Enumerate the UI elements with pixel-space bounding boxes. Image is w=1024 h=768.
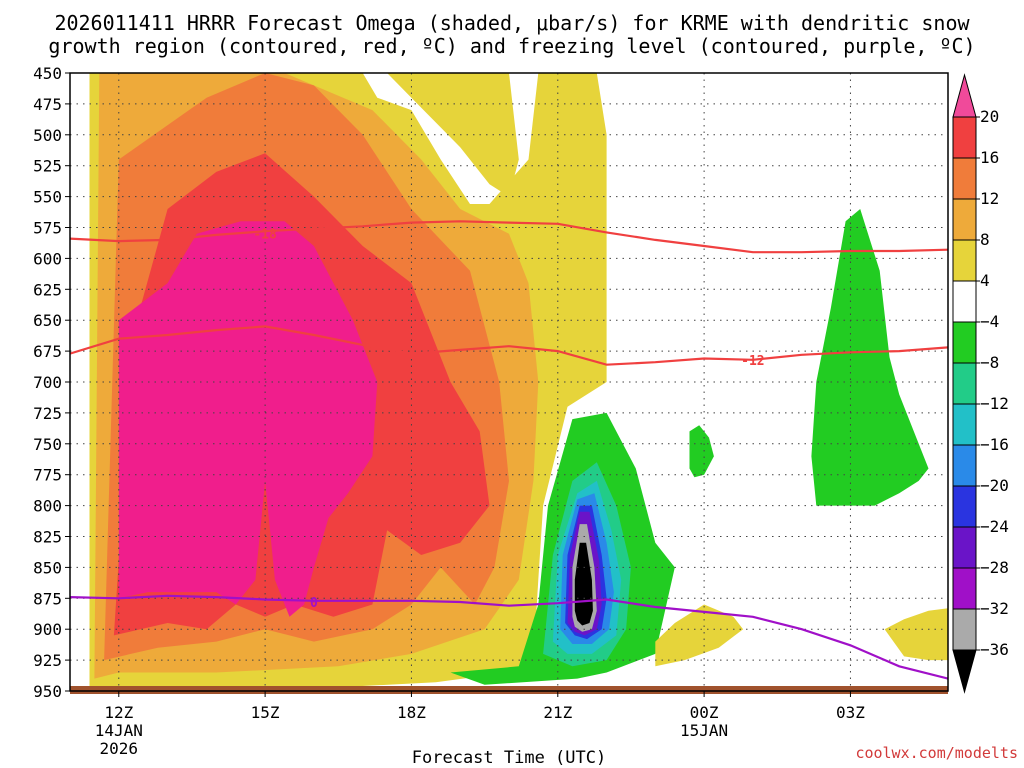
contour-dgz_minus12 bbox=[70, 325, 948, 366]
x-tick-label-15Z: 15Z bbox=[251, 703, 280, 722]
chart-title-line-1: 2026011411 HRRR Forecast Omega (shaded, … bbox=[54, 11, 970, 35]
y-tick-label-725: 725 bbox=[33, 404, 62, 423]
y-tick-label-600: 600 bbox=[33, 249, 62, 268]
y-tick-label-475: 475 bbox=[33, 95, 62, 114]
credit-text: coolwx.com/modelts bbox=[855, 744, 1018, 762]
y-tick-label-625: 625 bbox=[33, 280, 62, 299]
colorbar-label-8: −16 bbox=[980, 435, 1009, 454]
y-tick-label-775: 775 bbox=[33, 466, 62, 485]
colorbar-label-13: −36 bbox=[980, 640, 1009, 659]
colorbar-bin-8 bbox=[952, 403, 977, 446]
omega-region-4-16 bbox=[884, 608, 948, 661]
gridlines bbox=[70, 73, 948, 691]
colorbar: 20 16 12 8 4 −4 −8 −12 −16 −20 −24 −28 −32 −36 bbox=[952, 73, 1009, 694]
omega-region-20-4 bbox=[118, 221, 378, 617]
chart-title-line-2: growth region (contoured, red, ºC) and f… bbox=[48, 34, 975, 58]
x-axis-label: Forecast Time (UTC) bbox=[412, 748, 606, 768]
y-tick-label-500: 500 bbox=[33, 126, 62, 145]
y-tick-label-900: 900 bbox=[33, 620, 62, 639]
colorbar-label-6: −8 bbox=[980, 353, 999, 372]
y-tick-label-450: 450 bbox=[33, 64, 62, 83]
y-tick-label-700: 700 bbox=[33, 373, 62, 392]
x-tick-label-03Z: 03Z bbox=[836, 703, 865, 722]
colorbar-label-2: 12 bbox=[980, 189, 999, 208]
colorbar-bin-11 bbox=[952, 526, 977, 569]
omega-region-minus36-12 bbox=[574, 542, 593, 626]
colorbar-label-7: −12 bbox=[980, 394, 1009, 413]
x-tick-date-00Z: 15JAN bbox=[680, 721, 728, 740]
y-tick-label-550: 550 bbox=[33, 188, 62, 207]
y-tick-label-525: 525 bbox=[33, 157, 62, 176]
contour-lines: -18 -12 0 bbox=[70, 220, 948, 680]
contour-label-freezing_level_0: 0 bbox=[310, 596, 318, 611]
omega-region-4-15 bbox=[655, 604, 744, 667]
colorbar-bin-7 bbox=[952, 362, 977, 405]
colorbar-bin-3 bbox=[952, 198, 977, 241]
colorbar-bin-4 bbox=[952, 239, 977, 282]
x-tick-label-18Z: 18Z bbox=[397, 703, 426, 722]
y-tick-label-750: 750 bbox=[33, 435, 62, 454]
y-tick-label-800: 800 bbox=[33, 497, 62, 516]
colorbar-bin-9 bbox=[952, 444, 977, 487]
colorbar-bin-2 bbox=[952, 157, 977, 200]
x-tick-label-12Z: 12Z bbox=[104, 703, 133, 722]
ground-surface bbox=[70, 686, 948, 694]
y-tick-label-575: 575 bbox=[33, 219, 62, 238]
contour-label-dgz_minus12: -12 bbox=[741, 354, 764, 369]
colorbar-label-3: 8 bbox=[980, 230, 990, 249]
colorbar-label-10: −24 bbox=[980, 517, 1009, 536]
colorbar-label-11: −28 bbox=[980, 558, 1009, 577]
colorbar-label-0: 20 bbox=[980, 107, 999, 126]
colorbar-label-5: −4 bbox=[980, 312, 999, 331]
colorbar-bin-5 bbox=[952, 280, 977, 323]
colorbar-bin-12 bbox=[952, 567, 977, 610]
contour-freezing_level_0 bbox=[70, 594, 948, 680]
x-tick-year-12Z: 2026 bbox=[100, 739, 139, 758]
contour-dgz_minus18 bbox=[70, 220, 948, 254]
y-tick-label-925: 925 bbox=[33, 651, 62, 670]
x-tick-label-00Z: 00Z bbox=[690, 703, 719, 722]
x-tick-label-21Z: 21Z bbox=[543, 703, 572, 722]
y-tick-label-675: 675 bbox=[33, 342, 62, 361]
contour-label-dgz_minus18: -18 bbox=[253, 228, 277, 243]
colorbar-bin-1 bbox=[952, 116, 977, 159]
colorbar-label-1: 16 bbox=[980, 148, 999, 167]
y-tick-label-950: 950 bbox=[33, 682, 62, 701]
y-tick-label-875: 875 bbox=[33, 589, 62, 608]
y-tick-label-850: 850 bbox=[33, 558, 62, 577]
omega-region-minus8-13 bbox=[811, 209, 929, 506]
omega-region-minus8-14 bbox=[689, 425, 714, 478]
colorbar-arrow-bottom bbox=[952, 649, 977, 694]
colorbar-bin-13 bbox=[952, 608, 977, 651]
omega-shading bbox=[89, 73, 948, 691]
colorbar-bin-6 bbox=[952, 321, 977, 364]
colorbar-label-9: −20 bbox=[980, 476, 1009, 495]
y-axis: 450 475 500 525 550 575 600 625 650 675 700 725 750 7… bbox=[33, 64, 70, 701]
colorbar-label-4: 4 bbox=[980, 271, 990, 290]
colorbar-bin-10 bbox=[952, 485, 977, 528]
y-tick-label-825: 825 bbox=[33, 528, 62, 547]
x-tick-date-12Z: 14JAN bbox=[95, 721, 143, 740]
y-tick-label-650: 650 bbox=[33, 311, 62, 330]
colorbar-label-12: −32 bbox=[980, 599, 1009, 618]
